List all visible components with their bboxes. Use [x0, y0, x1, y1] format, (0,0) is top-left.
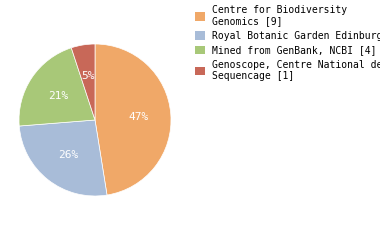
Text: 5%: 5% [81, 72, 95, 81]
Text: 21%: 21% [48, 90, 68, 101]
Wedge shape [95, 44, 171, 195]
Legend: Centre for Biodiversity
Genomics [9], Royal Botanic Garden Edinburgh [5], Mined : Centre for Biodiversity Genomics [9], Ro… [195, 5, 380, 81]
Wedge shape [19, 48, 95, 126]
Wedge shape [19, 120, 107, 196]
Text: 26%: 26% [58, 150, 78, 160]
Text: 47%: 47% [129, 112, 149, 121]
Wedge shape [71, 44, 95, 120]
